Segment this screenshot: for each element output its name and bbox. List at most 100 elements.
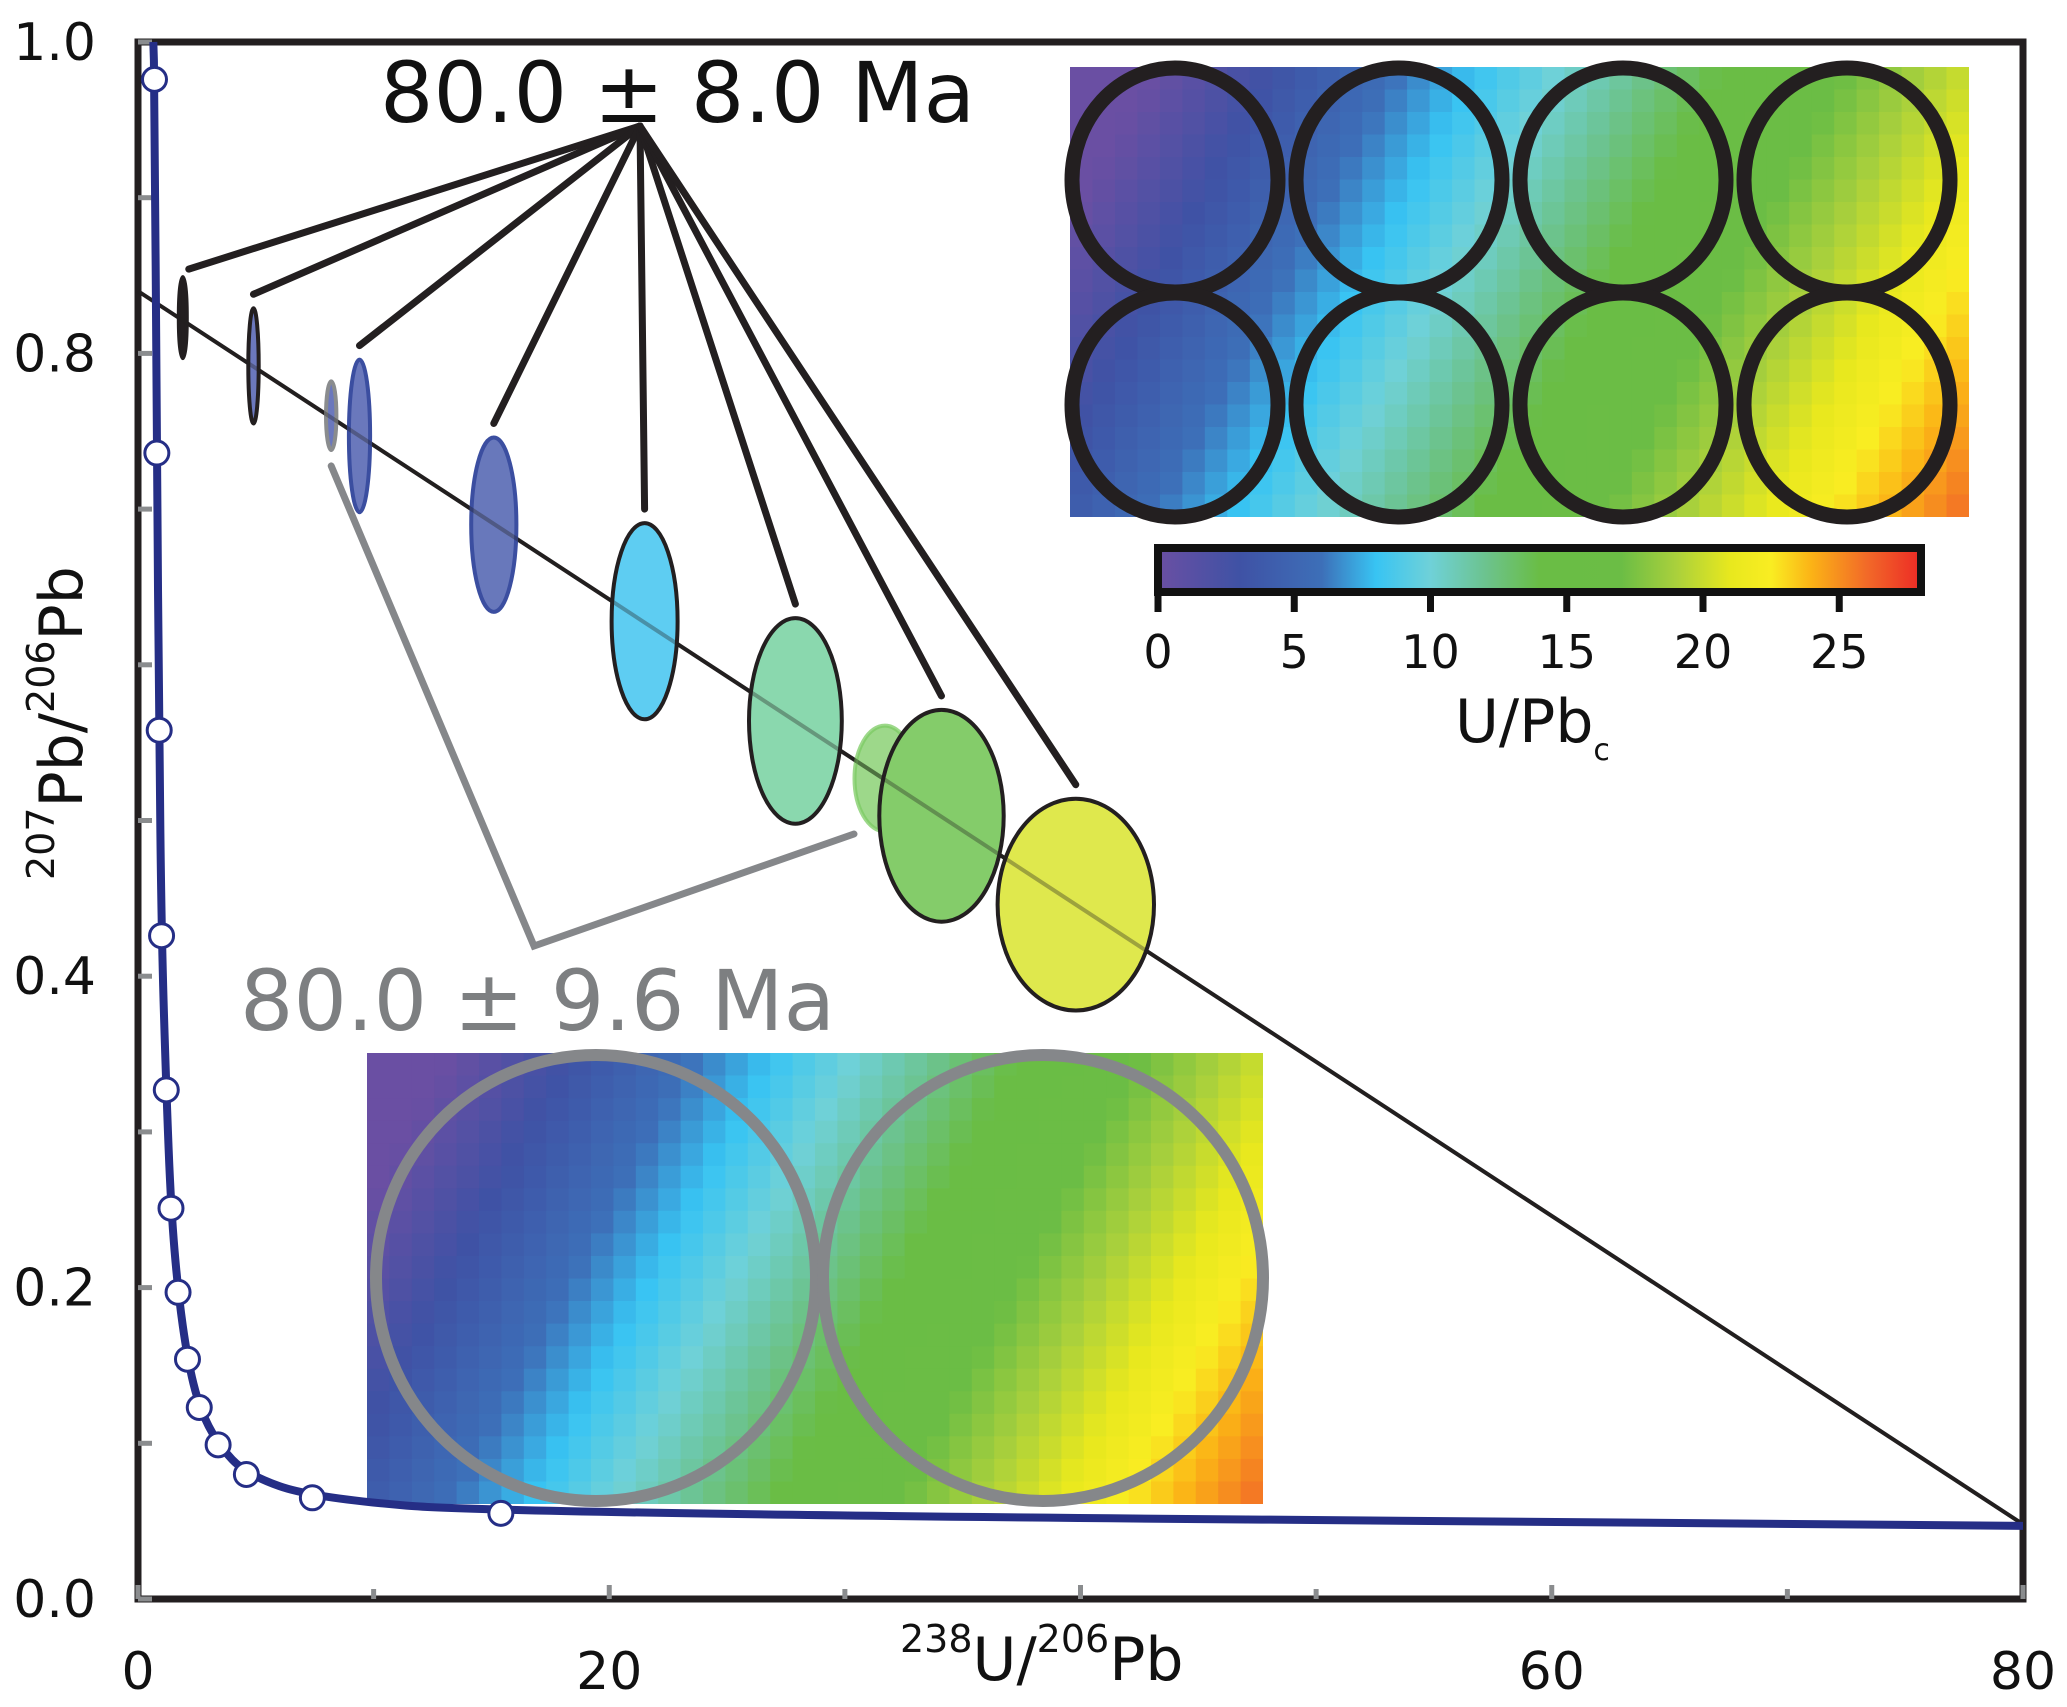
heatmap-cell (1294, 67, 1318, 91)
heatmap-cell (1362, 449, 1386, 473)
heatmap-cell (1564, 89, 1588, 113)
heatmap-cell (994, 1391, 1018, 1415)
heatmap-cell (523, 1278, 547, 1302)
heatmap-cell (658, 1346, 682, 1370)
heatmap-cell (1128, 1436, 1152, 1460)
heatmap-cell (1016, 1165, 1040, 1189)
colorbar-tick-label: 10 (1401, 625, 1460, 679)
heatmap-cell (1384, 157, 1408, 181)
heatmap-cell (411, 1075, 435, 1099)
heatmap-cell (1173, 1120, 1197, 1144)
heatmap-cell (882, 1368, 906, 1392)
inset-2-spots (367, 1053, 1263, 1504)
heatmap-cell (747, 1143, 771, 1167)
heatmap-cell (1834, 157, 1858, 181)
heatmap-cell (1061, 1120, 1085, 1144)
heatmap-cell (1856, 382, 1880, 406)
heatmap-cell (1249, 494, 1273, 517)
heatmap-cell (1128, 1368, 1152, 1392)
heatmap-cell (725, 1458, 749, 1483)
heatmap-cell (1137, 314, 1161, 338)
heatmap-cell (747, 1391, 771, 1415)
heatmap-cell (770, 1075, 794, 1099)
heatmap-cell (1789, 134, 1813, 158)
heatmap-cell (859, 1346, 883, 1370)
heatmap-cell (1083, 1413, 1107, 1437)
heatmap-cell (971, 1368, 995, 1392)
heatmap-cell (1218, 1098, 1242, 1122)
heatmap-cell (568, 1301, 592, 1325)
heatmap-cell (792, 1053, 816, 1077)
heatmap-cell (1407, 224, 1431, 248)
heatmap-cell (1195, 1301, 1219, 1325)
heatmap-cell (994, 1368, 1018, 1392)
heatmap-cell (1182, 359, 1206, 383)
heatmap-cell (994, 1143, 1018, 1167)
heatmap-cell (1654, 157, 1678, 181)
heatmap-cell (1407, 359, 1431, 383)
heatmap-cell (1159, 472, 1183, 496)
heatmap-cell (725, 1346, 749, 1370)
heatmap-cell (770, 1210, 794, 1234)
heatmap-cell (837, 1413, 861, 1437)
heatmap-cell (792, 1120, 816, 1144)
heatmap-cell (1227, 134, 1251, 158)
heatmap-cell (1721, 67, 1745, 91)
heatmap-cell (837, 1098, 861, 1122)
heatmap-cell (1497, 472, 1521, 496)
heatmap-cell (1128, 1233, 1152, 1257)
heatmap-cell (949, 1143, 973, 1167)
heatmap-cell (1654, 314, 1678, 338)
heatmap-cell (1856, 224, 1880, 248)
heatmap-cell (1834, 224, 1858, 248)
heatmap-cell (434, 1346, 458, 1370)
heatmap-cell (1249, 404, 1273, 428)
heatmap-cell (1609, 202, 1633, 226)
heatmap-cell (1564, 359, 1588, 383)
heatmap-cell (882, 1256, 906, 1280)
heatmap-cell (703, 1143, 726, 1167)
heatmap-cell (456, 1143, 480, 1167)
heatmap-cell (1151, 1188, 1174, 1212)
heatmap-cell (1272, 224, 1296, 248)
heatmap-cell (456, 1256, 480, 1280)
heatmap-cell (927, 1120, 950, 1144)
spot-ring (1736, 285, 1958, 525)
heatmap-cell (1092, 179, 1116, 203)
heatmap-cell (1115, 179, 1139, 203)
heatmap-cell (613, 1458, 637, 1483)
concordia-marker (145, 716, 173, 744)
heatmap-cell (1564, 472, 1588, 496)
heatmap-cell (1901, 224, 1925, 248)
heatmap-cell (1083, 1098, 1107, 1122)
heatmap-cell (1092, 112, 1116, 136)
heatmap-cell (1092, 359, 1116, 383)
heatmap-cell (1227, 337, 1251, 361)
heatmap-cell (1924, 67, 1948, 91)
heatmap-cell (904, 1346, 928, 1370)
heatmap-cell (591, 1120, 614, 1144)
heatmap-cell (1654, 472, 1678, 496)
heatmap-cell (1789, 427, 1813, 451)
heatmap-cell (1159, 89, 1183, 113)
heatmap-cell (1039, 1256, 1062, 1280)
heatmap-cell (1564, 382, 1588, 406)
heatmap-cell (1609, 337, 1633, 361)
heatmap-cell (568, 1165, 592, 1189)
heatmap-cell (389, 1053, 413, 1077)
heatmap-cell (1654, 202, 1678, 226)
heatmap-cell (1272, 89, 1296, 113)
heatmap-cell (1092, 224, 1116, 248)
heatmap-cell (479, 1346, 502, 1370)
heatmap-cell (1195, 1165, 1219, 1189)
heatmap-cell (1061, 1391, 1085, 1415)
heatmap-cell (1249, 179, 1273, 203)
heatmap-cell (770, 1120, 794, 1144)
heatmap-cell (949, 1120, 973, 1144)
heatmap-cell (1407, 179, 1431, 203)
heatmap-cell (1204, 157, 1228, 181)
heatmap-cell (1218, 1256, 1242, 1280)
heatmap-cell (613, 1436, 637, 1460)
heatmap-cell (1676, 202, 1700, 226)
heatmap-cell (1789, 112, 1813, 136)
